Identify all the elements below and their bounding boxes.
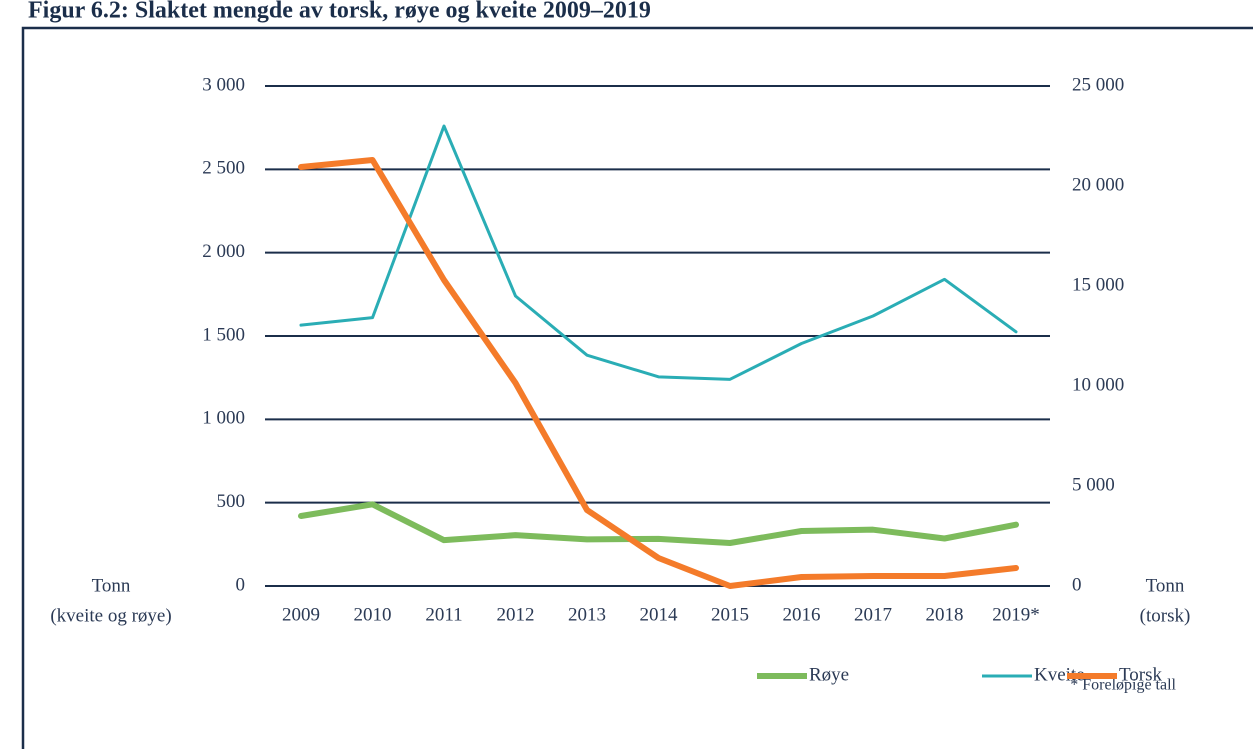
x-tick-label: 2012	[497, 604, 535, 625]
y2-tick-label: 15 000	[1072, 274, 1124, 295]
y-axis-label: (kveite og røye)	[50, 605, 171, 626]
series-line	[299, 124, 1018, 381]
y2-tick-label: 25 000	[1072, 74, 1124, 95]
x-tick-label: 2014	[640, 604, 679, 625]
legend-label: Røye	[809, 664, 849, 685]
y2-axis-label: Tonn	[1146, 575, 1185, 596]
y2-tick-label: 20 000	[1072, 174, 1124, 195]
x-tick-label: 2019*	[992, 604, 1040, 625]
series-line	[298, 157, 1019, 589]
x-tick-label: 2011	[425, 604, 462, 625]
x-tick-label: 2013	[568, 604, 606, 625]
x-tick-label: 2018	[926, 604, 964, 625]
x-tick-label: 2016	[783, 604, 821, 625]
legend-label: Kveite	[1034, 664, 1085, 685]
y-tick-label: 3 000	[202, 74, 245, 95]
note: * Foreløpige tall	[1070, 677, 1176, 694]
series-line	[298, 501, 1019, 546]
y2-axis-label: (torsk)	[1140, 605, 1191, 626]
x-tick-label: 2017	[854, 604, 892, 625]
y-tick-label: 2 500	[202, 158, 245, 179]
y2-tick-label: 0	[1072, 574, 1082, 595]
y-axis-label: Tonn	[92, 575, 131, 596]
chart-title: Figur 6.2: Slaktet mengde av torsk, røye…	[28, 0, 651, 24]
y-tick-label: 1 000	[202, 408, 245, 429]
x-tick-label: 2009	[282, 604, 320, 625]
y2-tick-label: 10 000	[1072, 374, 1124, 395]
y-tick-label: 500	[217, 491, 246, 512]
legend-label: Torsk	[1119, 664, 1163, 685]
x-tick-label: 2015	[711, 604, 749, 625]
y-tick-label: 2 000	[202, 241, 245, 262]
frame	[21, 26, 1253, 749]
y2-tick-label: 5 000	[1072, 474, 1115, 495]
x-tick-label: 2010	[354, 604, 392, 625]
y-tick-label: 0	[236, 574, 246, 595]
y-tick-label: 1 500	[202, 324, 245, 345]
